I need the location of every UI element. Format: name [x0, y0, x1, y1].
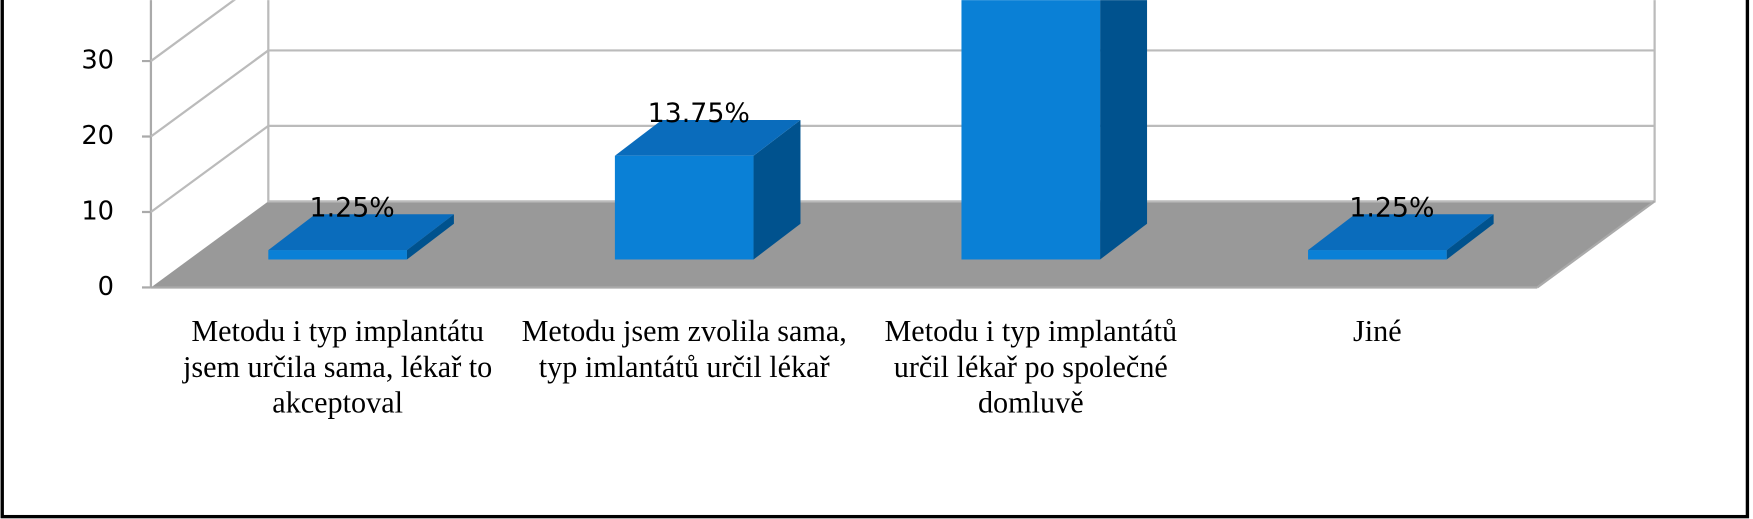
bar — [961, 0, 1101, 260]
bar-side — [753, 119, 801, 260]
y-tick-label: 10 — [81, 196, 114, 226]
x-label-box: Jiné — [1353, 314, 1402, 348]
bar-side — [1446, 214, 1494, 260]
x-tick-label: Metodu i typ implantátů určil lékař po s… — [884, 314, 1178, 420]
bar — [1308, 250, 1447, 260]
bar — [268, 250, 407, 260]
x-label-box: Metodu i typ implantátu jsem určila sama… — [182, 314, 493, 420]
bar-top — [268, 214, 454, 251]
x-label-box: Metodu i typ implantátů určil lékař po s… — [884, 314, 1178, 420]
x-tick-label: Metodu jsem zvolila sama, typ imlantátů … — [521, 314, 847, 384]
y-tick-label: 20 — [81, 121, 114, 151]
y-tick-label: 0 — [98, 272, 114, 302]
grid-line — [150, 0, 236, 62]
floor-edge — [1536, 200, 1656, 289]
x-tick-label: Metodu i typ implantátu jsem určila sama… — [182, 314, 493, 420]
grid-line — [150, 124, 269, 213]
floor — [150, 201, 1655, 288]
value-label: 1.25% — [310, 193, 395, 224]
bar-side — [406, 214, 454, 260]
bar-top — [614, 119, 801, 156]
bar-side — [1100, 0, 1148, 260]
x-tick-label: Jiné — [1353, 314, 1402, 348]
plot-area: 0102030401.25%13.75%1.25% — [81, 0, 1656, 302]
back-wall — [267, 0, 1656, 203]
value-label: 13.75% — [648, 98, 750, 129]
y-tick-label: 30 — [81, 46, 114, 76]
value-label: 1.25% — [1349, 193, 1434, 224]
bar — [614, 155, 754, 260]
bar-top — [1308, 214, 1494, 251]
x-label-box: Metodu jsem zvolila sama, typ imlantátů … — [521, 314, 847, 384]
grid-line — [150, 49, 269, 138]
